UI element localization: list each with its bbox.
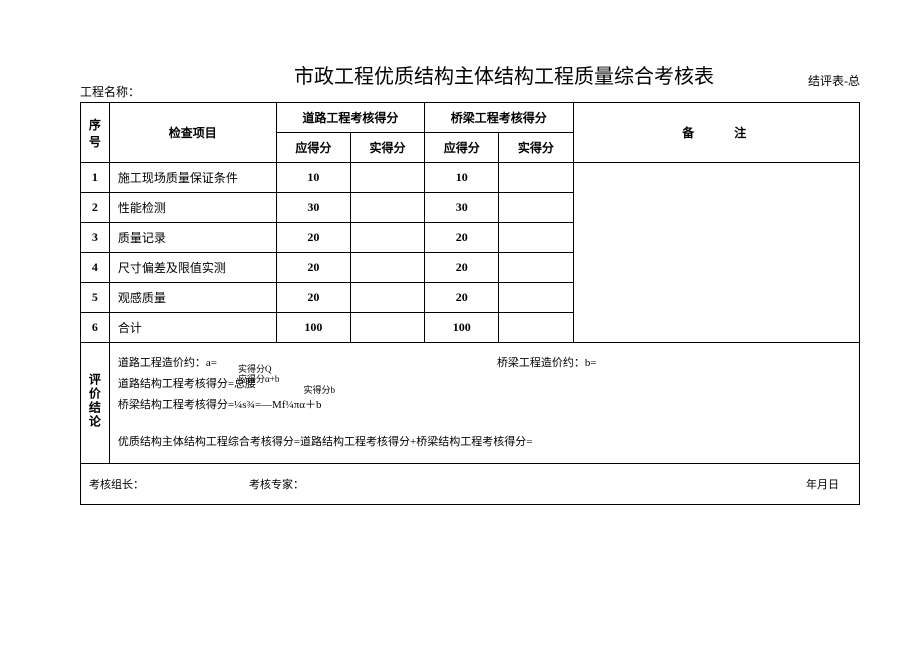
cell-item: 性能检测 bbox=[109, 193, 276, 223]
cell-road-should: 20 bbox=[276, 283, 350, 313]
cell-bridge-should: 100 bbox=[425, 313, 499, 343]
conclusion-row: 评价结论 道路工程造价约：a= 桥梁工程造价约：b= 道路结构工程考核得分=总腰… bbox=[81, 343, 860, 464]
col-bridge-should: 应得分 bbox=[425, 133, 499, 163]
cell-bridge-should: 10 bbox=[425, 163, 499, 193]
footer-row: 考核组长： 考核专家： 年月日 bbox=[81, 463, 860, 504]
cell-bridge-actual bbox=[499, 223, 573, 253]
cell-remark bbox=[573, 163, 860, 343]
leader-label: 考核组长： bbox=[89, 476, 249, 492]
cell-road-should: 20 bbox=[276, 223, 350, 253]
cell-bridge-should: 20 bbox=[425, 253, 499, 283]
conclusion-label: 评价结论 bbox=[81, 343, 110, 464]
col-road-actual: 实得分 bbox=[350, 133, 424, 163]
total-formula: 优质结构主体结构工程综合考核得分=道路结构工程考核得分+桥梁结构工程考核得分= bbox=[118, 432, 851, 453]
cell-bridge-should: 30 bbox=[425, 193, 499, 223]
col-bridge: 桥梁工程考核得分 bbox=[425, 103, 573, 133]
table-row: 1施工现场质量保证条件1010 bbox=[81, 163, 860, 193]
conclusion-content: 道路工程造价约：a= 桥梁工程造价约：b= 道路结构工程考核得分=总腰 实得分Q… bbox=[109, 343, 859, 464]
form-code: 结评表-总 bbox=[808, 72, 860, 89]
assessment-table: 序号 检查项目 道路工程考核得分 桥梁工程考核得分 备注 应得分 实得分 应得分… bbox=[80, 102, 860, 505]
date-label: 年月日 bbox=[806, 476, 851, 492]
col-road: 道路工程考核得分 bbox=[276, 103, 424, 133]
road-formula: 道路结构工程考核得分=总腰 实得分Q 应得分α+b bbox=[118, 374, 256, 395]
cell-road-actual bbox=[350, 193, 424, 223]
cell-road-actual bbox=[350, 283, 424, 313]
cell-road-should: 20 bbox=[276, 253, 350, 283]
cell-item: 尺寸偏差及限值实测 bbox=[109, 253, 276, 283]
cell-road-should: 100 bbox=[276, 313, 350, 343]
cell-bridge-actual bbox=[499, 193, 573, 223]
cell-bridge-actual bbox=[499, 253, 573, 283]
col-bridge-actual: 实得分 bbox=[499, 133, 573, 163]
cell-bridge-actual bbox=[499, 283, 573, 313]
page-title: 市政工程优质结构主体结构工程质量综合考核表 bbox=[200, 60, 808, 89]
cell-item: 合计 bbox=[109, 313, 276, 343]
cell-bridge-actual bbox=[499, 163, 573, 193]
cell-item: 质量记录 bbox=[109, 223, 276, 253]
cell-road-actual bbox=[350, 313, 424, 343]
cell-bridge-actual bbox=[499, 313, 573, 343]
cell-seq: 2 bbox=[81, 193, 110, 223]
cell-seq: 1 bbox=[81, 163, 110, 193]
cell-road-should: 30 bbox=[276, 193, 350, 223]
signature-cell: 考核组长： 考核专家： 年月日 bbox=[81, 463, 860, 504]
bridge-formula: 桥梁结构工程考核得分=¼s¾=—Mf¼πα＋b 实得分b bbox=[118, 395, 322, 416]
col-road-should: 应得分 bbox=[276, 133, 350, 163]
col-seq: 序号 bbox=[81, 103, 110, 163]
table-body: 1施工现场质量保证条件10102性能检测30303质量记录20204尺寸偏差及限… bbox=[81, 163, 860, 343]
cell-seq: 5 bbox=[81, 283, 110, 313]
bridge-cost: 桥梁工程造价约：b= bbox=[497, 353, 597, 374]
col-remark: 备注 bbox=[573, 103, 860, 163]
cell-road-actual bbox=[350, 163, 424, 193]
cell-road-should: 10 bbox=[276, 163, 350, 193]
cell-item: 观感质量 bbox=[109, 283, 276, 313]
col-item: 检查项目 bbox=[109, 103, 276, 163]
cell-road-actual bbox=[350, 253, 424, 283]
cell-bridge-should: 20 bbox=[425, 283, 499, 313]
cell-seq: 3 bbox=[81, 223, 110, 253]
cell-item: 施工现场质量保证条件 bbox=[109, 163, 276, 193]
road-cost: 道路工程造价约：a= bbox=[118, 353, 217, 374]
cell-seq: 4 bbox=[81, 253, 110, 283]
expert-label: 考核专家： bbox=[249, 476, 806, 492]
cell-bridge-should: 20 bbox=[425, 223, 499, 253]
cell-road-actual bbox=[350, 223, 424, 253]
cell-seq: 6 bbox=[81, 313, 110, 343]
